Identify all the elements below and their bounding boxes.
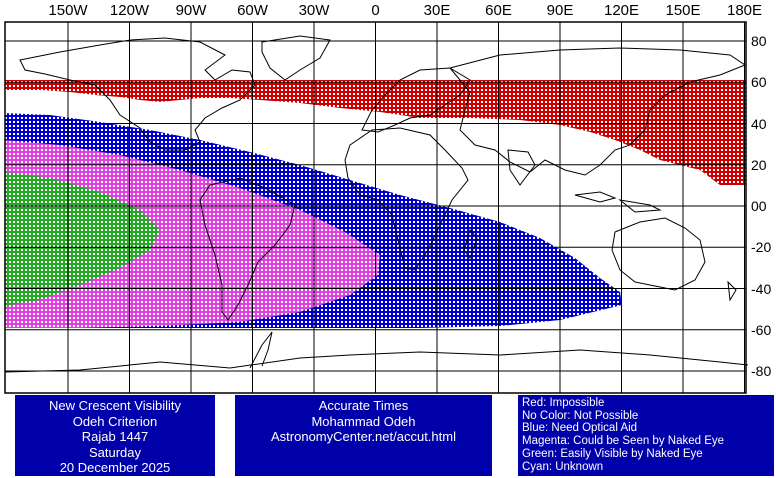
longitude-label: 90W [175, 2, 207, 19]
latitude-label: 60 [751, 74, 767, 91]
longitude-label: 0 [371, 2, 380, 19]
times-panel: Accurate Times Mohammad Odeh AstronomyCe… [235, 395, 492, 476]
latitude-label: 40 [751, 115, 767, 132]
coast-greenland [261, 35, 331, 81]
latitude-label: 80 [751, 33, 767, 49]
info-weekday: Saturday [88, 444, 142, 460]
longitude-label: 150W [48, 2, 88, 19]
coast-new-zealand [727, 280, 737, 302]
longitude-label: 30E [423, 2, 451, 19]
times-url[interactable]: AstronomyCenter.net/accut.html [271, 429, 456, 444]
info-date: 20 December 2025 [59, 460, 171, 475]
longitude-label: 150E [665, 2, 701, 19]
latitude-label: 20 [751, 156, 767, 173]
coastlines [4, 35, 749, 373]
legend-green: Green: Easily Visible by Naked Eye [522, 447, 703, 460]
times-title: Accurate Times [318, 398, 409, 413]
zone-impossible [5, 80, 746, 185]
legend-magenta: Magenta: Could be Seen by Naked Eye [522, 435, 725, 448]
coast-south-america [199, 177, 296, 321]
coast-indonesia [574, 191, 662, 213]
info-criterion: Odeh Criterion [72, 413, 158, 429]
coast-asia [449, 47, 747, 176]
legend-panel: Red: Impossible No Color: Not Possible B… [518, 395, 774, 476]
map-frame [4, 21, 747, 394]
longitude-label: 90E [546, 2, 574, 19]
zone-naked-eye [5, 140, 380, 328]
latitude-label: -20 [751, 239, 772, 256]
info-month: Rajab 1447 [81, 429, 149, 444]
coast-antarctica [4, 349, 749, 373]
coast-madagascar [463, 228, 478, 260]
longitude-label: 60E [485, 2, 512, 19]
legend-none: No Color: Not Possible [522, 409, 639, 422]
coast-india [507, 149, 536, 186]
longitude-label: 120W [109, 2, 150, 19]
graticule [5, 22, 746, 393]
longitude-label: 180E [726, 2, 763, 19]
coast-antarctic-peninsula [249, 331, 273, 369]
latitude-label: 00 [751, 198, 767, 214]
legend-cyan: Cyan: Unknown [522, 460, 604, 473]
longitude-label: 60W [237, 2, 268, 19]
coast-north-america [19, 37, 256, 151]
longitude-label: 30W [298, 2, 330, 19]
longitude-label: 120E [603, 2, 640, 19]
legend-red: Red: Impossible [522, 397, 605, 409]
latitude-label: -60 [751, 321, 772, 338]
coast-australia [611, 217, 706, 291]
latitude-label: -80 [751, 363, 772, 379]
info-panel: New Crescent Visibility Odeh Criterion R… [15, 395, 215, 476]
latitude-label: -40 [751, 280, 772, 297]
info-title: New Crescent Visibility [49, 398, 181, 413]
coast-africa [344, 127, 469, 271]
times-author: Mohammad Odeh [311, 413, 416, 429]
legend-blue: Blue: Need Optical Aid [522, 422, 638, 435]
